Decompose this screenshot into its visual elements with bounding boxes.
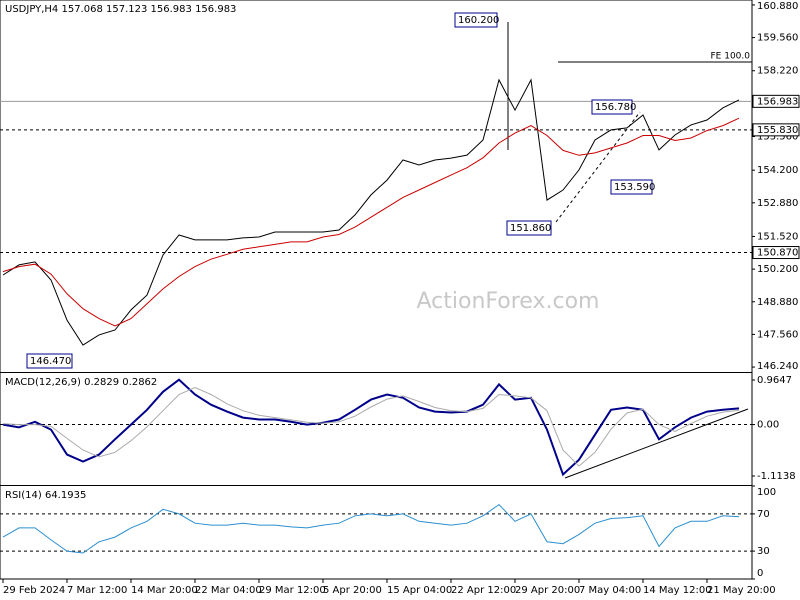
y-tick-label: 151.520 [757,231,798,242]
x-tick-label: 15 Apr 04:00 [387,585,452,596]
panel-title: MACD(12,26,9) 0.2829 0.2862 [5,377,157,388]
x-tick-label: 29 Mar 12:00 [259,585,326,596]
y-tick-label: 154.200 [757,165,798,176]
y-tick-label: 70 [757,509,770,520]
y-tick-label: -1.1138 [757,471,796,482]
annotation-box [454,12,498,28]
series-line [2,378,740,477]
y-tick-label: 100 [757,487,776,498]
x-tick-label: 14 May 12:00 [643,585,712,596]
y-tick-label: 30 [757,546,770,557]
y-tick-label: 160.880 [757,1,798,12]
x-tick-label: 21 May 20:00 [707,585,776,596]
annotation: 151.860 [510,223,551,234]
annotation: 156.780 [595,102,636,113]
annotation: FE 100.0 [711,52,751,62]
series-line [2,78,740,346]
y-tick-label: 150.200 [757,264,798,275]
y-tick-label: 0.9647 [757,375,792,386]
annotation-box [506,220,552,236]
annotation-box [591,99,633,115]
annotation-box [26,353,73,369]
fib-projection-line [555,111,641,223]
series-line [2,117,740,327]
panel-title: RSI(14) 64.1935 [5,490,86,501]
annotation-box [610,179,653,195]
series-line [2,503,740,554]
level-label: 156.983 [757,96,798,107]
x-tick-label: 7 May 04:00 [579,585,641,596]
y-tick-label: 152.880 [757,198,798,209]
series-line [2,387,740,467]
plot-frame [0,0,753,580]
y-tick-label: 148.880 [757,297,798,308]
level-label-box [752,94,800,108]
annotation: 160.200 [458,15,499,26]
y-tick-label: 158.220 [757,66,798,77]
y-tick-label: 147.560 [757,329,798,340]
y-tick-label: 155.560 [757,132,798,143]
y-tick-label: 0 [757,568,763,579]
x-tick-label: 22 Mar 04:00 [195,585,262,596]
x-tick-label: 14 Mar 20:00 [131,585,198,596]
level-label-box [752,123,800,137]
y-tick-label: 146.240 [757,361,798,372]
level-label-box [752,246,800,260]
annotation: 146.470 [30,356,71,367]
level-label: 155.830 [757,125,798,136]
x-tick-label: 22 Apr 12:00 [451,585,516,596]
annotation: 153.590 [614,182,655,193]
x-tick-label: 5 Apr 20:00 [323,585,382,596]
panel-title: USDJPY,H4 157.068 157.123 156.983 156.98… [5,4,236,15]
x-tick-label: 29 Apr 20:00 [515,585,580,596]
x-tick-label: 29 Feb 2024 [3,585,65,596]
macd-trendline [564,408,749,479]
level-label: 150.870 [757,248,798,259]
y-tick-label: 159.560 [757,33,798,44]
y-tick-label: 0.00 [757,420,779,431]
x-tick-label: 7 Mar 12:00 [67,585,127,596]
watermark: ActionForex.com [417,289,600,314]
